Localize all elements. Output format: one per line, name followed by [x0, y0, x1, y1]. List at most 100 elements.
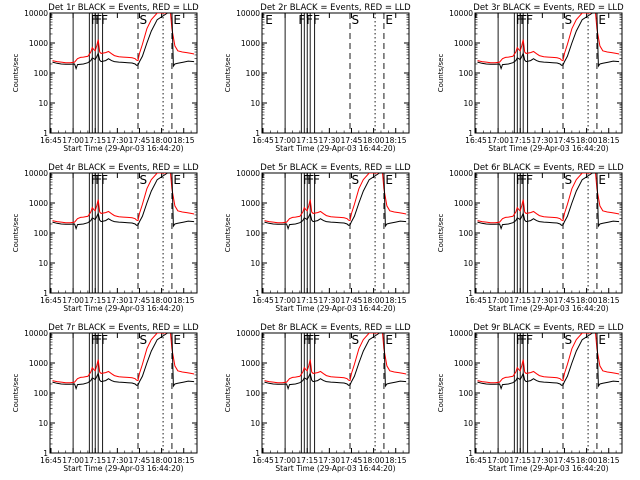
y-tick-label: 1	[468, 449, 473, 458]
x-axis-label: Start Time (29-Apr-03 16:44:20)	[63, 304, 183, 313]
y-tick-label: 1000	[454, 359, 473, 368]
y-tick-label: 1	[255, 129, 260, 138]
x-tick-label: 16:45	[465, 296, 487, 305]
flag-marker: F	[520, 173, 527, 187]
x-tick-label: 18:15	[598, 296, 620, 305]
x-tick-label: 17:30	[532, 296, 554, 305]
flag-marker: F	[307, 173, 314, 187]
x-tick-label: 17:30	[107, 456, 129, 465]
x-tick-label: 18:00	[151, 456, 173, 465]
panel-det-3: Det 3r BLACK = Events, RED = LLD Counts/s…	[437, 3, 624, 153]
flag-marker: F	[298, 13, 305, 27]
x-tick-label: 17:45	[554, 136, 576, 145]
y-tick-label: 10	[38, 99, 48, 108]
y-axis-label: Counts/sec	[12, 54, 20, 93]
flag-marker: F	[95, 173, 102, 187]
series-line-events	[52, 173, 195, 231]
x-tick-label: 18:00	[363, 456, 385, 465]
x-tick-label: 17:00	[274, 456, 296, 465]
panel-title: Det 7r BLACK = Events, RED = LLD	[48, 323, 199, 333]
x-tick-label: 17:00	[274, 296, 296, 305]
x-tick-label: 17:00	[62, 296, 84, 305]
flag-marker: F	[526, 333, 533, 347]
x-tick-label: 18:15	[173, 296, 195, 305]
x-tick-label: 17:45	[554, 296, 576, 305]
x-tick-label: 18:00	[363, 136, 385, 145]
x-tick-label: 17:30	[532, 136, 554, 145]
x-tick-label: 17:45	[129, 456, 151, 465]
y-tick-label: 1000	[241, 359, 260, 368]
series-line-events	[264, 333, 407, 391]
x-tick-label: 17:00	[487, 136, 509, 145]
y-tick-label: 10	[38, 259, 48, 268]
x-tick-label: 16:45	[252, 296, 274, 305]
flag-marker: S	[140, 13, 148, 27]
y-tick-label: 1	[43, 129, 48, 138]
flag-marker: F	[101, 13, 108, 27]
panel-title: Det 1r BLACK = Events, RED = LLD	[48, 3, 199, 13]
y-tick-label: 100	[459, 69, 474, 78]
x-tick-label: 16:45	[40, 456, 62, 465]
flag-marker: F	[303, 173, 310, 187]
flag-marker: S	[565, 13, 573, 27]
x-tick-label: 16:45	[40, 136, 62, 145]
y-tick-label: 10	[250, 419, 260, 428]
flag-marker: F	[101, 333, 108, 347]
y-tick-label: 10	[250, 259, 260, 268]
flag-marker: F	[526, 173, 533, 187]
x-axis-label: Start Time (29-Apr-03 16:44:20)	[488, 144, 608, 153]
y-tick-label: 100	[34, 69, 49, 78]
flag-marker: S	[565, 333, 573, 347]
x-tick-label: 17:00	[487, 296, 509, 305]
plot-frame	[474, 332, 623, 454]
flag-marker: S	[565, 173, 573, 187]
y-tick-label: 100	[246, 389, 261, 398]
x-tick-label: 17:45	[341, 296, 363, 305]
series-line-lld	[52, 13, 195, 64]
x-tick-label: 18:15	[385, 136, 407, 145]
series-line-lld	[477, 333, 620, 384]
x-tick-label: 17:15	[509, 456, 531, 465]
flag-marker: F	[306, 13, 313, 27]
flag-marker: F	[101, 173, 108, 187]
x-tick-label: 17:45	[129, 136, 151, 145]
x-tick-label: 16:45	[40, 296, 62, 305]
flag-marker: E	[265, 13, 273, 27]
flag-marker: E	[173, 173, 181, 187]
y-tick-label: 1	[255, 449, 260, 458]
x-tick-label: 17:15	[296, 296, 318, 305]
x-tick-label: 18:00	[576, 456, 598, 465]
x-tick-label: 17:30	[319, 136, 341, 145]
x-tick-label: 16:45	[465, 136, 487, 145]
panel-title: Det 4r BLACK = Events, RED = LLD	[48, 163, 199, 173]
y-tick-label: 100	[459, 229, 474, 238]
x-tick-label: 16:45	[252, 456, 274, 465]
panel-det-4: Det 4r BLACK = Events, RED = LLD Counts/s…	[12, 163, 199, 313]
series-line-lld	[52, 333, 195, 384]
panel-title: Det 6r BLACK = Events, RED = LLD	[473, 163, 624, 173]
y-tick-label: 1000	[29, 199, 48, 208]
flag-marker: F	[95, 13, 102, 27]
plot-frame	[261, 332, 410, 454]
x-axis-label: Start Time (29-Apr-03 16:44:20)	[488, 304, 608, 313]
y-axis-label: Counts/sec	[224, 374, 232, 413]
flag-marker: F	[516, 173, 523, 187]
y-tick-label: 1	[468, 289, 473, 298]
flag-marker: F	[313, 333, 320, 347]
x-tick-label: 18:15	[598, 456, 620, 465]
x-axis-label: Start Time (29-Apr-03 16:44:20)	[275, 464, 395, 473]
y-tick-label: 10000	[24, 9, 48, 18]
y-tick-label: 10	[463, 99, 473, 108]
x-tick-label: 18:00	[151, 296, 173, 305]
y-tick-label: 10	[463, 419, 473, 428]
x-tick-label: 18:15	[385, 456, 407, 465]
x-tick-label: 18:00	[151, 136, 173, 145]
series-line-lld	[477, 13, 620, 64]
panel-title: Det 9r BLACK = Events, RED = LLD	[473, 323, 624, 333]
y-tick-label: 10	[38, 419, 48, 428]
flag-marker: E	[598, 13, 606, 27]
flag-marker: E	[173, 13, 181, 27]
flag-marker: S	[140, 333, 148, 347]
y-axis-label: Counts/sec	[437, 214, 445, 253]
